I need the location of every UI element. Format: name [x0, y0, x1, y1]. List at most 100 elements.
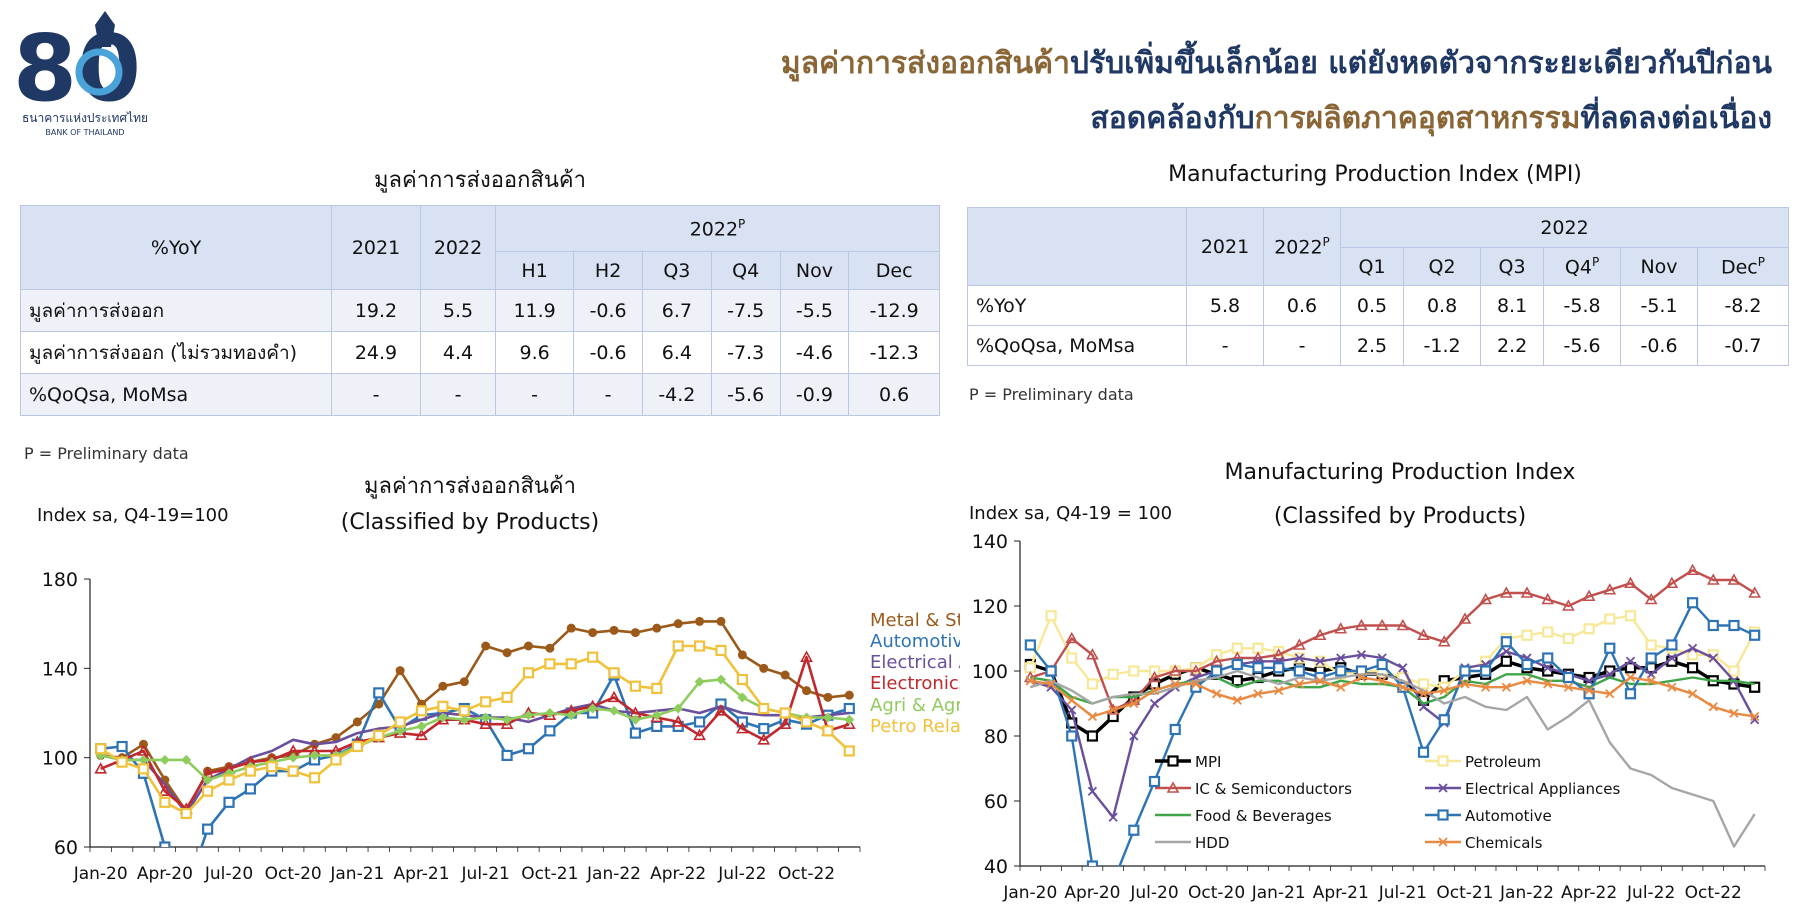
point-automotive [1438, 714, 1450, 726]
point-chemicals [1708, 702, 1718, 712]
headline-line-2: สอดคล้องกับการผลิตภาคอุตสาหกรรมที่ลดลงต่… [1090, 95, 1772, 142]
point-metal-steel [545, 643, 555, 653]
point-agri-agro [416, 721, 427, 732]
point-metal-steel [823, 692, 833, 702]
x-tick-label: Oct-20 [265, 864, 322, 884]
point-automotive [1500, 636, 1512, 648]
point-metal-steel [673, 619, 683, 629]
point-metal-steel [138, 739, 148, 749]
mpi-subheader-label: Q1 [1358, 255, 1386, 278]
point-metal-steel [588, 628, 598, 638]
point-chemicals [1460, 679, 1470, 689]
point-metal-steel [523, 641, 533, 651]
mpi-corner-cell [967, 207, 1187, 286]
point-agri-agro [202, 775, 213, 785]
point-automotive [1231, 658, 1243, 671]
point-electrical-appliances [1315, 656, 1325, 666]
mpi-subheader-4: Nov [1620, 247, 1698, 286]
point-automotive [1024, 639, 1036, 651]
point-petro-related [351, 740, 363, 753]
point-petroleum [1686, 649, 1699, 661]
point-petro-related [415, 705, 428, 717]
point-ic-semiconductors [1210, 654, 1223, 667]
legend-item-electrical-appliances: Electrical Appliances [1425, 780, 1621, 798]
export-cell: 6.7 [641, 289, 712, 332]
point-petro-related [116, 756, 128, 768]
point-ic-semiconductors [1603, 583, 1617, 595]
export-cell: 4.4 [420, 331, 496, 374]
point-electronics [500, 717, 514, 729]
point-petroleum [1128, 665, 1140, 677]
x-tick-label: Oct-20 [1188, 883, 1245, 903]
point-electrical-appliances [1067, 705, 1077, 715]
point-chemicals [1501, 682, 1511, 692]
export-table-row: %QoQsa, MoMsa - - - - -4.2 -5.6 -0.9 0.6 [20, 373, 940, 416]
point-petro-related [266, 761, 278, 773]
mpi-subheader-label: Nov [1640, 255, 1678, 278]
export-table-note: P = Preliminary data [24, 444, 189, 463]
export-cell: - [331, 373, 421, 416]
point-automotive [1128, 824, 1140, 836]
point-ic-semiconductors [1148, 670, 1161, 683]
headline-1-part-1: มูลค่าการส่งออกสินค้า [780, 46, 1070, 81]
point-agri-agro [737, 692, 748, 703]
y-tick-label: 100 [42, 748, 78, 770]
legend-automotive: Automotive [870, 631, 960, 652]
point-mpi [1624, 662, 1637, 674]
export-cell: 11.9 [494, 289, 575, 332]
mpi-chart-ylabel: Index sa, Q4-19 = 100 [969, 503, 1173, 524]
point-automotive [715, 698, 727, 710]
point-metal-steel [844, 690, 854, 700]
point-petro-related [373, 729, 385, 741]
export-group-header: 2022P [495, 205, 940, 252]
export-col-2022: 2022 [420, 205, 496, 290]
point-automotive [1417, 746, 1430, 758]
point-automotive [116, 740, 128, 753]
mpi-subheader-2: Q3 [1480, 247, 1545, 286]
export-cell: 19.2 [331, 289, 421, 332]
point-electrical-appliances [1149, 698, 1160, 709]
export-cell: -4.6 [779, 331, 850, 374]
point-metal-steel [737, 650, 747, 660]
point-petroleum [1624, 610, 1637, 622]
y-tick-label: 40 [984, 856, 1008, 878]
export-cell: -12.9 [848, 289, 940, 332]
point-electrical-appliances [1708, 653, 1718, 663]
legend-marker [1167, 755, 1179, 767]
point-metal-steel [374, 699, 384, 709]
mpi-col-2022-label: 2022 [1274, 236, 1323, 259]
y-tick-label: 120 [972, 596, 1008, 618]
point-electrical-appliances [1418, 702, 1429, 712]
mpi-table-title: Manufacturing Production Index (MPI) [1168, 162, 1582, 187]
point-agri-agro [630, 714, 641, 725]
x-tick-label: Jul-20 [204, 864, 253, 884]
point-petro-related [800, 716, 813, 728]
legend-marker [1438, 837, 1448, 847]
point-automotive [182, 887, 191, 896]
point-ic-semiconductors [1541, 592, 1555, 605]
export-cell: 9.6 [494, 331, 575, 374]
point-metal-steel [609, 625, 619, 635]
point-automotive [1169, 723, 1181, 736]
export-cell: -7.3 [710, 331, 781, 374]
point-chemicals [1025, 676, 1035, 686]
point-petro-related [672, 640, 684, 652]
point-automotive [1645, 652, 1657, 664]
point-automotive [758, 723, 770, 735]
export-subheader-3: Q4 [710, 251, 781, 290]
export-products-chart: 60 100 140 180 Jan-20 Apr-20 Jul-20 Oct-20 Jan-2… [42, 569, 960, 896]
x-tick-label: Oct-21 [1436, 883, 1493, 903]
point-petro-related [715, 644, 727, 657]
x-tick-label: Jan-20 [73, 864, 128, 884]
point-metal-steel [395, 666, 405, 676]
point-agri-agro [459, 714, 470, 725]
point-petro-related [779, 707, 791, 719]
point-ic-semiconductors [1665, 576, 1679, 589]
point-metal-steel [438, 681, 448, 691]
point-agri-agro [437, 712, 448, 723]
point-electronics [736, 721, 749, 734]
point-chemicals [1087, 711, 1098, 722]
point-electronics [479, 717, 493, 729]
point-chemicals [1729, 708, 1739, 718]
point-petroleum [1045, 610, 1057, 622]
